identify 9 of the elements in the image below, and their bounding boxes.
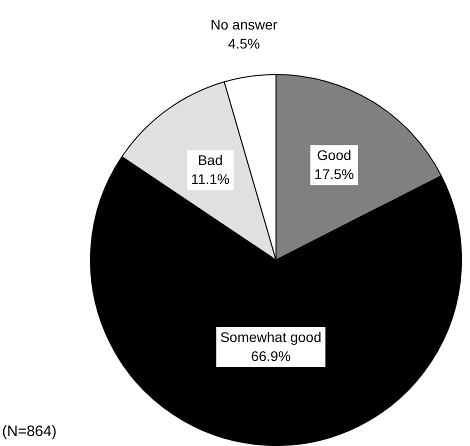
data-label: 11.1% (190, 171, 230, 188)
data-label: 17.5% (314, 166, 354, 182)
slice-label: Bad (198, 152, 223, 168)
text: (N=864) (2, 423, 57, 440)
slice-label: No answer (210, 16, 278, 33)
slice-label: Good (317, 146, 352, 163)
slice-label: Somewhat good (220, 328, 322, 345)
data-label: 66.9% (250, 348, 291, 364)
data-label: 4.5% (228, 36, 260, 52)
